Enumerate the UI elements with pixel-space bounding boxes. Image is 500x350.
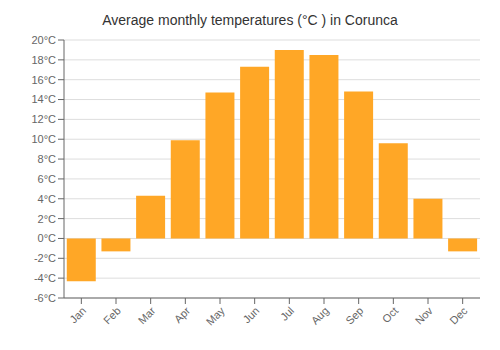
svg-text:0°C: 0°C: [38, 232, 57, 244]
svg-text:Jan: Jan: [67, 304, 88, 325]
svg-text:2°C: 2°C: [38, 213, 57, 225]
html-text:Average monthly temperatures (: Average monthly temperatures (°C ) in Co…: [102, 12, 398, 28]
svg-text:-2°C: -2°C: [34, 252, 56, 264]
svg-text:May: May: [204, 304, 228, 328]
svg-text:16°C: 16°C: [31, 74, 56, 86]
svg-text:Sep: Sep: [343, 304, 365, 326]
svg-text:Feb: Feb: [101, 304, 123, 326]
svg-text:Dec: Dec: [447, 304, 470, 327]
svg-text:4°C: 4°C: [38, 193, 57, 205]
svg-text:Nov: Nov: [413, 304, 436, 327]
svg-text:12°C: 12°C: [31, 113, 56, 125]
svg-text:18°C: 18°C: [31, 54, 56, 66]
svg-text:Oct: Oct: [380, 304, 401, 325]
svg-text:Jul: Jul: [278, 304, 296, 322]
svg-text:Aug: Aug: [309, 304, 331, 326]
svg-text:Jun: Jun: [241, 304, 262, 325]
svg-text:-6°C: -6°C: [34, 292, 56, 304]
svg-text:-4°C: -4°C: [34, 272, 56, 284]
svg-text:20°C: 20°C: [31, 34, 56, 46]
svg-text:6°C: 6°C: [38, 173, 57, 185]
svg-text:10°C: 10°C: [31, 133, 56, 145]
svg-text:Apr: Apr: [172, 304, 193, 325]
svg-text:8°C: 8°C: [38, 153, 57, 165]
svg-text:Mar: Mar: [136, 304, 158, 326]
svg-text:14°C: 14°C: [31, 93, 56, 105]
